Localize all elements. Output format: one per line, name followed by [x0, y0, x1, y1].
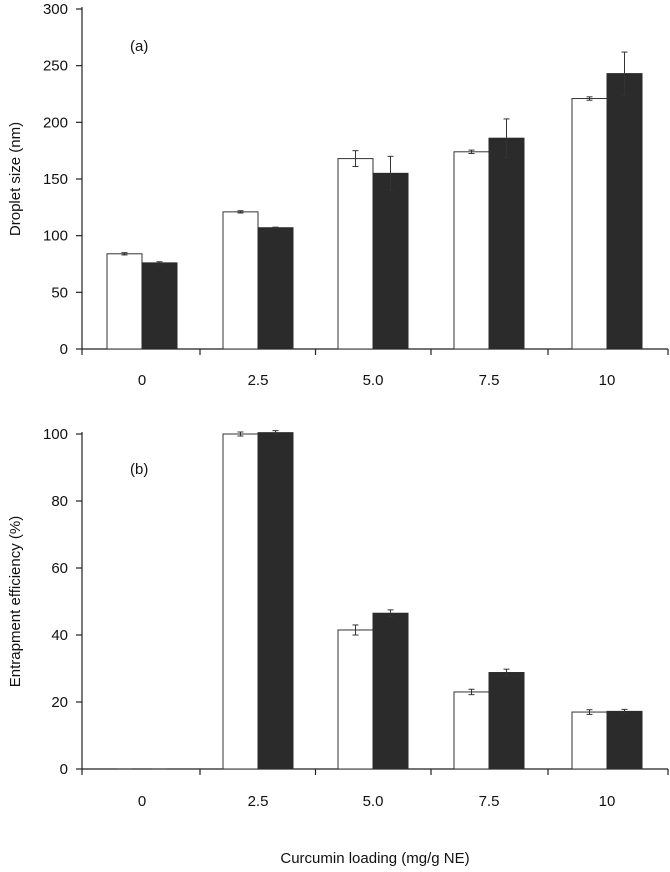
panel-a-y-tick-label: 250	[43, 58, 68, 75]
panel-a-y-tick-label: 50	[51, 284, 68, 301]
panel-a-bar-open-5.0	[337, 158, 374, 350]
panel-b-y-tick-label: 0	[60, 761, 68, 778]
panel-a-label: (a)	[130, 38, 148, 55]
panel-b-y-tick-label: 80	[51, 493, 68, 510]
panel-a-y-tick-label: 100	[43, 228, 68, 245]
panel-a-bar-filled-5.0	[372, 172, 409, 350]
panel-a-x-tick-label: 10	[599, 372, 616, 389]
panel-a-bar-open-7.5	[453, 151, 490, 350]
panel-a-y-tick-label: 0	[60, 341, 68, 358]
panel-a-y-axis-title: Droplet size (nm)	[7, 122, 24, 236]
panel-a-bar-filled-2.5	[257, 227, 294, 350]
panel-b-x-tick-label: 5.0	[363, 793, 384, 810]
x-axis-title: Curcumin loading (mg/g NE)	[280, 850, 469, 867]
panel-a-chart: 0 50 100 150 200 250 300 0 2.5 5.0 7.5 10 (a) Droplet…	[7, 1, 669, 389]
panel-b-label: (b)	[130, 461, 148, 478]
panel-b-y-tick-label: 100	[43, 426, 68, 443]
panel-b-bar-open-10	[571, 711, 608, 770]
panel-a-x-tick-label: 0	[138, 372, 146, 389]
panel-a-y-tick-label: 150	[43, 171, 68, 188]
panel-b-bar-filled-10	[606, 710, 643, 770]
panel-a-bar-open-2.5	[222, 211, 259, 350]
panel-b-bar-open-2.5	[222, 433, 259, 770]
panel-a-bar-open-0	[106, 253, 143, 350]
panel-b-y-tick-label: 60	[51, 560, 68, 577]
panel-b-x-tick-label: 0	[138, 793, 146, 810]
panel-b-bar-open-5.0	[337, 629, 374, 770]
panel-b-y-tick-label: 20	[51, 694, 68, 711]
panel-a-bar-open-10	[571, 98, 608, 350]
panel-b-bar-filled-2.5	[257, 432, 294, 770]
panel-b-x-tick-label: 7.5	[479, 793, 500, 810]
panel-b-chart: 0 20 40 60 80 100 0 2.5 5.0 7.5 10 (b) Entrapment ef…	[7, 426, 669, 867]
panel-a-bar-filled-0	[141, 262, 178, 350]
panel-b-y-tick-label: 40	[51, 627, 68, 644]
panel-a-x-tick-label: 7.5	[479, 372, 500, 389]
panel-b-y-axis-title: Entrapment efficiency (%)	[7, 516, 24, 687]
panel-a-y-tick-label: 200	[43, 114, 68, 131]
panel-b-bar-filled-5.0	[372, 612, 409, 770]
panel-a-bar-filled-10	[606, 73, 643, 350]
panel-a-bar-filled-7.5	[488, 137, 525, 350]
panel-b-x-tick-label: 10	[599, 793, 616, 810]
panel-b-x-tick-label: 2.5	[248, 793, 269, 810]
panel-b-bar-filled-7.5	[488, 672, 525, 770]
panel-b-bar-open-7.5	[453, 691, 490, 770]
panel-a-x-tick-label: 2.5	[248, 372, 269, 389]
panel-a-x-tick-label: 5.0	[363, 372, 384, 389]
panel-a-y-tick-label: 300	[43, 1, 68, 18]
